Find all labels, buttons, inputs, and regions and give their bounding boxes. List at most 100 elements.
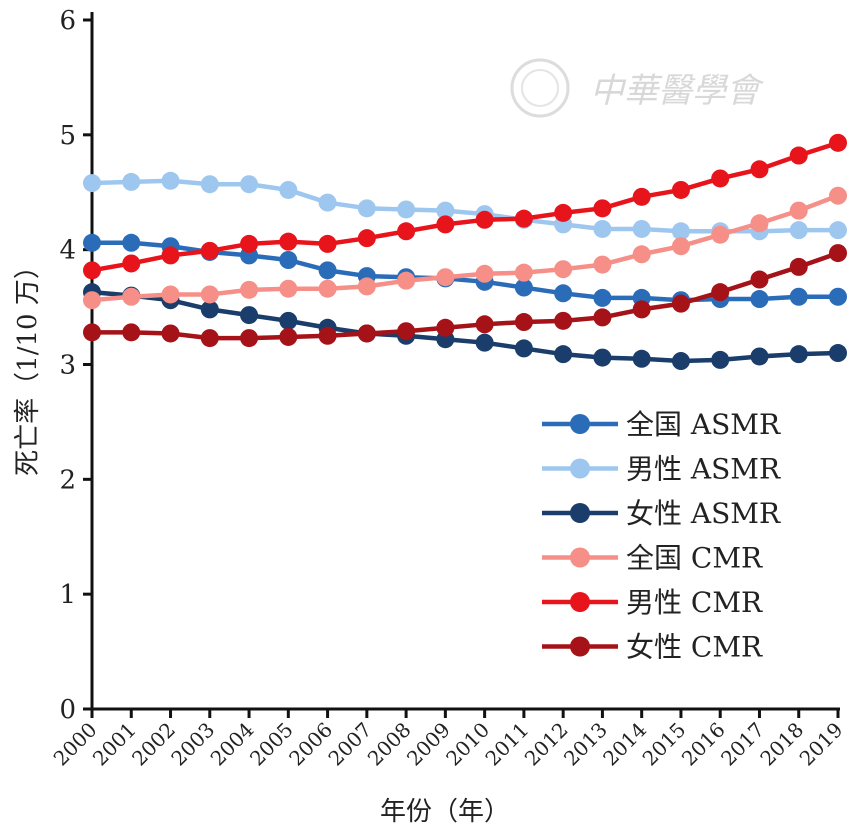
data-point <box>711 283 730 302</box>
data-point <box>671 352 690 371</box>
data-point <box>279 327 298 346</box>
data-point <box>200 241 219 260</box>
x-tick-label: 2014 <box>598 718 651 771</box>
data-point <box>593 308 612 327</box>
data-point <box>436 215 455 234</box>
data-point <box>671 237 690 256</box>
data-point <box>279 180 298 199</box>
data-point <box>240 280 259 299</box>
x-tick-label: 2009 <box>402 718 455 771</box>
y-axis-title: 死亡率（1/10 万） <box>13 253 43 476</box>
legend-item: 女性 CMR <box>542 631 763 664</box>
data-point <box>514 339 533 358</box>
data-point <box>200 329 219 348</box>
data-point <box>357 229 376 248</box>
x-tick-label: 2011 <box>480 718 533 771</box>
series-group <box>83 133 847 280</box>
series-layer <box>83 133 847 371</box>
legend-marker <box>570 636 590 657</box>
y-tick-label: 0 <box>59 695 76 725</box>
data-point <box>357 199 376 218</box>
data-point <box>397 222 416 241</box>
legend-label: 全国 CMR <box>626 542 763 575</box>
data-point <box>83 323 101 342</box>
data-point <box>514 209 533 228</box>
data-point <box>83 261 101 280</box>
series-group <box>83 186 847 310</box>
x-tick-label: 2015 <box>638 718 691 771</box>
data-point <box>122 172 141 191</box>
data-point <box>83 291 101 310</box>
watermark-seal <box>510 58 570 118</box>
legend-item: 全国 CMR <box>542 542 763 575</box>
data-point <box>436 201 455 220</box>
data-point <box>554 203 573 222</box>
x-tick-label: 2017 <box>716 718 769 771</box>
data-point <box>593 199 612 218</box>
watermark-text: 中華醫學會 <box>590 71 765 111</box>
data-point <box>789 257 808 276</box>
data-point <box>750 214 769 233</box>
data-point <box>554 311 573 330</box>
data-point <box>200 285 219 304</box>
data-point <box>514 313 533 332</box>
data-point <box>397 271 416 290</box>
data-point <box>357 324 376 343</box>
data-point <box>200 175 219 194</box>
data-point <box>397 200 416 219</box>
data-point <box>789 201 808 220</box>
legend-item: 男性 ASMR <box>542 453 781 486</box>
watermark: 中華醫學會 <box>510 58 765 118</box>
legend-marker <box>570 503 590 523</box>
data-point <box>632 219 651 238</box>
data-point <box>593 255 612 274</box>
series-group <box>83 244 847 348</box>
legend-item: 全国 ASMR <box>542 408 781 441</box>
data-point <box>750 160 769 179</box>
data-point <box>514 278 533 297</box>
data-point <box>750 290 769 309</box>
x-tick-label: 2019 <box>795 718 848 771</box>
y-tick-label: 5 <box>59 121 76 151</box>
data-point <box>397 322 416 341</box>
data-point <box>789 146 808 165</box>
data-point <box>318 261 337 280</box>
data-point <box>436 268 455 287</box>
data-point <box>475 210 494 229</box>
data-point <box>593 288 612 307</box>
legend-marker <box>570 458 590 479</box>
y-tick-label: 3 <box>59 351 76 381</box>
data-point <box>200 300 219 319</box>
data-point <box>122 254 141 273</box>
data-point <box>829 287 847 306</box>
data-point <box>83 174 101 193</box>
data-point <box>279 251 298 270</box>
data-point <box>829 244 847 263</box>
data-point <box>318 234 337 253</box>
x-tick-label: 2012 <box>520 718 573 771</box>
y-tick-label: 2 <box>59 465 76 495</box>
data-point <box>711 350 730 369</box>
legend-marker <box>570 414 590 434</box>
legend-marker <box>570 592 590 612</box>
data-point <box>161 171 180 190</box>
data-point <box>750 270 769 289</box>
data-point <box>632 245 651 264</box>
data-point <box>750 347 769 366</box>
data-point <box>161 246 180 265</box>
legend-label: 男性 CMR <box>626 586 763 619</box>
data-point <box>240 306 259 325</box>
data-point <box>789 287 808 306</box>
watermark-seal-inner <box>521 69 559 107</box>
x-tick-label: 2002 <box>127 718 180 771</box>
data-point <box>671 222 690 241</box>
data-point <box>318 326 337 345</box>
data-point <box>279 232 298 251</box>
legend-label: 全国 ASMR <box>626 408 781 441</box>
data-point <box>475 333 494 352</box>
x-tick-label: 2005 <box>245 718 298 771</box>
data-point <box>475 315 494 334</box>
y-tick-label: 4 <box>59 236 76 266</box>
